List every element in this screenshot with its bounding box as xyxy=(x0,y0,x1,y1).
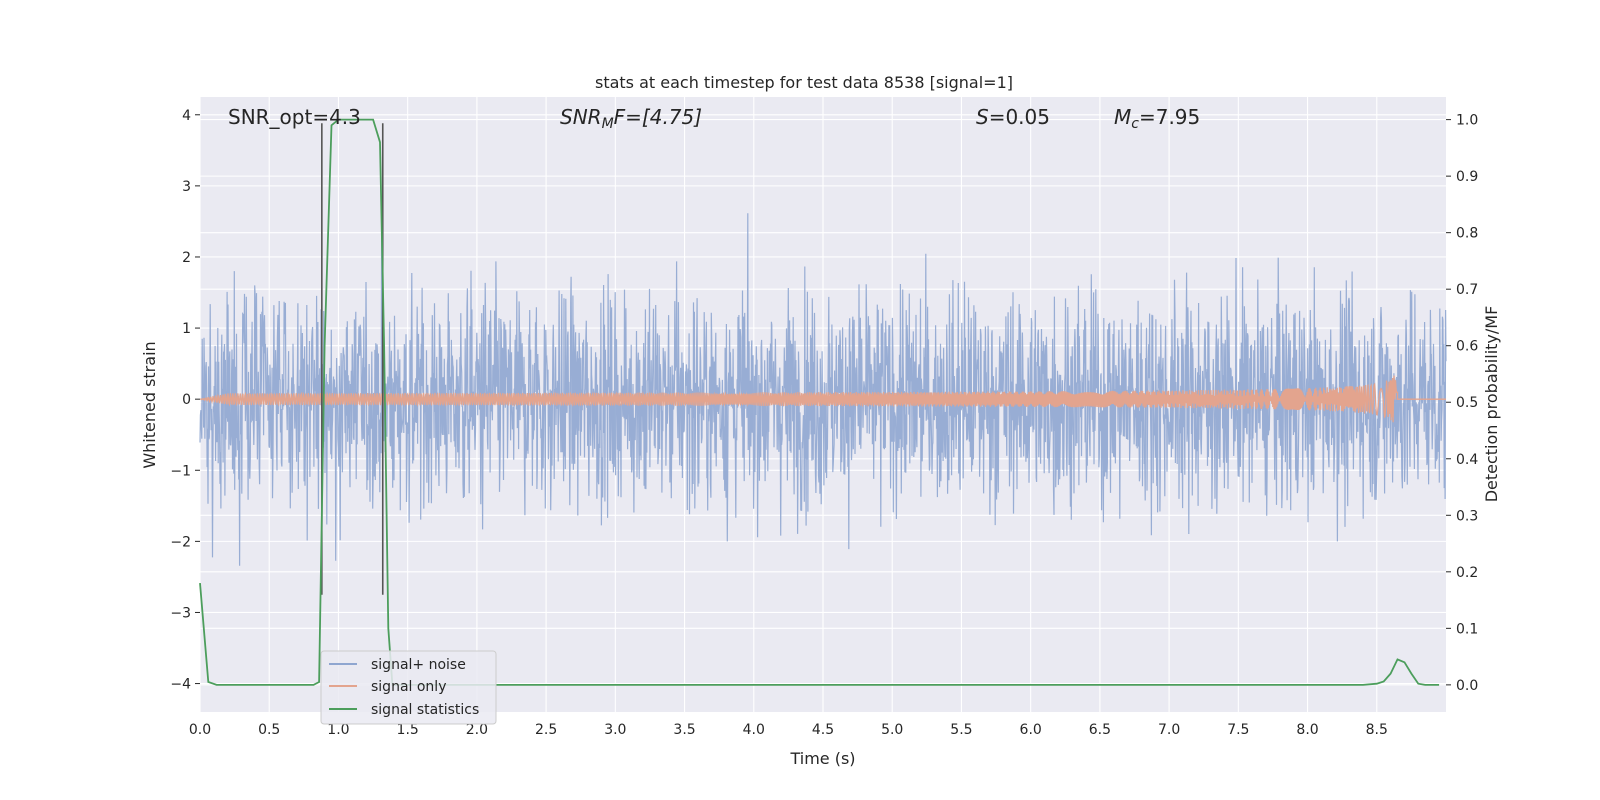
x-tick-label: 5.0 xyxy=(881,722,903,738)
y-tick-label: 2 xyxy=(182,250,191,266)
y-right-tick-label: 0.0 xyxy=(1456,678,1478,694)
x-tick-label: 5.5 xyxy=(950,722,972,738)
legend-label-noise: signal+ noise xyxy=(371,657,466,673)
y-tick-label: 4 xyxy=(182,108,191,124)
x-axis-label: Time (s) xyxy=(789,749,855,768)
signal-only-series xyxy=(199,375,1446,423)
x-tick-label: 2.5 xyxy=(535,722,557,738)
legend-box xyxy=(320,650,497,725)
x-tick-label: 1.0 xyxy=(327,722,349,738)
y-right-tick-label: 0.4 xyxy=(1456,452,1478,468)
x-tick-label: 0.0 xyxy=(189,722,211,738)
annotation-mc-main: M xyxy=(1114,105,1131,129)
annotation-mc: Mc=7.95 xyxy=(1114,105,1200,132)
annotation-snr-mf-main: SNR xyxy=(560,105,602,129)
y-tick-label: 1 xyxy=(182,321,191,337)
y-right-tick-label: 0.1 xyxy=(1456,621,1478,637)
x-tick-label: 8.5 xyxy=(1366,722,1388,738)
x-axis-ticks: 0.0 0.5 1.0 1.5 2.0 2.5 3.0 3.5 4.0 4.5 5.0 5.5 6.0 6… xyxy=(189,722,1388,738)
annotation-mc-rest: =7.95 xyxy=(1139,105,1200,129)
annotations: SNR_opt=4.3 SNRMF=[4.75] S=0.05 Mc=7.95 xyxy=(228,105,1200,132)
x-tick-label: 4.0 xyxy=(743,722,765,738)
y-tick-label: −3 xyxy=(170,605,191,621)
left-y-axis-ticks: −4 −3 −2 −1 0 1 2 3 4 xyxy=(170,108,200,693)
annotation-snr-mf-sub: M xyxy=(602,116,614,132)
legend-label-signal: signal only xyxy=(371,679,446,695)
x-tick-label: 4.5 xyxy=(812,722,834,738)
annotation-s-rest: =0.05 xyxy=(989,105,1050,129)
y-right-tick-label: 0.3 xyxy=(1456,508,1478,524)
x-tick-label: 1.5 xyxy=(397,722,419,738)
y-right-tick-label: 0.6 xyxy=(1456,339,1478,355)
annotation-mc-sub: c xyxy=(1131,116,1139,132)
signal-noise-series xyxy=(199,213,1447,566)
x-tick-label: 8.0 xyxy=(1296,722,1318,738)
y-tick-label: −1 xyxy=(170,463,191,479)
annotation-s: S=0.05 xyxy=(976,105,1050,129)
y-tick-label: 3 xyxy=(182,179,191,195)
y-tick-label: 0 xyxy=(182,392,191,408)
legend: signal+ noise signal only signal statist… xyxy=(320,650,497,725)
legend-label-statistics: signal statistics xyxy=(371,702,479,718)
y-axis-label-left: Whitened strain xyxy=(140,341,159,468)
annotation-s-italic: S xyxy=(976,105,989,129)
x-tick-label: 7.5 xyxy=(1227,722,1249,738)
annotation-snr-mf-rest: F=[4.75] xyxy=(614,105,702,129)
x-tick-label: 7.0 xyxy=(1158,722,1180,738)
signal-noise-line xyxy=(199,213,1447,566)
annotation-snr-opt: SNR_opt=4.3 xyxy=(228,105,361,129)
y-right-tick-label: 0.5 xyxy=(1456,395,1478,411)
annotation-snr-mf: SNRMF=[4.75] xyxy=(560,105,702,132)
x-tick-label: 3.0 xyxy=(604,722,626,738)
y-right-tick-label: 1.0 xyxy=(1456,113,1478,129)
y-tick-label: −2 xyxy=(170,534,191,550)
y-right-tick-label: 0.8 xyxy=(1456,226,1478,242)
x-tick-label: 6.5 xyxy=(1089,722,1111,738)
y-axis-label-right: Detection probability/MF xyxy=(1482,306,1501,503)
y-right-tick-label: 0.7 xyxy=(1456,282,1478,298)
x-tick-label: 2.0 xyxy=(466,722,488,738)
y-tick-label: −4 xyxy=(170,677,191,693)
x-tick-label: 0.5 xyxy=(258,722,280,738)
x-tick-label: 6.0 xyxy=(1020,722,1042,738)
y-right-tick-label: 0.2 xyxy=(1456,565,1478,581)
x-tick-label: 3.5 xyxy=(673,722,695,738)
y-right-tick-label: 0.9 xyxy=(1456,169,1478,185)
chart-title: stats at each timestep for test data 853… xyxy=(595,73,1013,92)
signal-only-line xyxy=(199,375,1446,423)
right-y-axis-ticks: 0.0 0.1 0.2 0.3 0.4 0.5 0.6 0.7 0.8 0.9 1.0 xyxy=(1446,113,1478,694)
